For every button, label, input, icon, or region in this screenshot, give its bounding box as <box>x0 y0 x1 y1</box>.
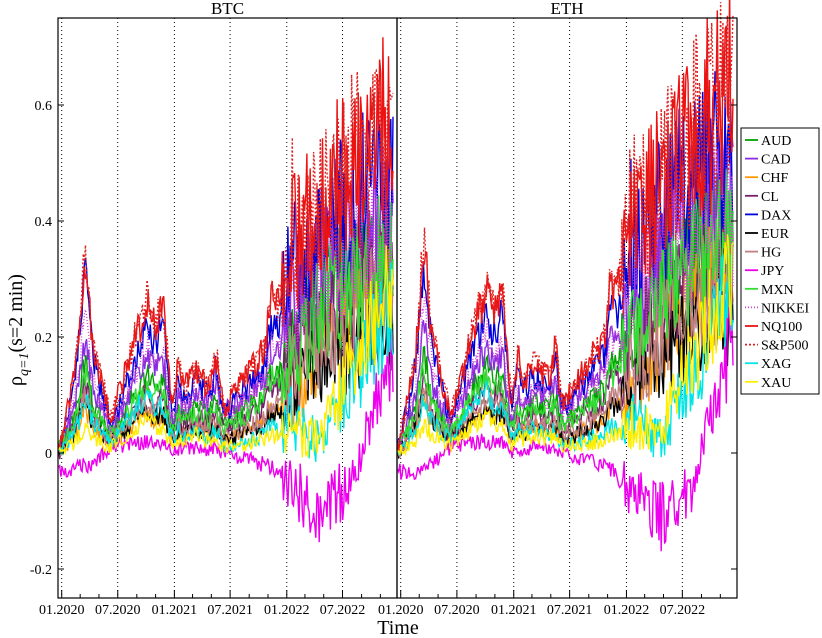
y-tick-label: 0.6 <box>35 99 53 114</box>
series-line-xau <box>397 234 734 457</box>
legend-entry: JPY <box>761 264 784 279</box>
series-line-jpy <box>396 306 734 552</box>
x-tick-label: 07.2021 <box>547 603 593 618</box>
x-tick-label: 01.2021 <box>152 603 198 618</box>
x-tick-label: 07.2021 <box>207 603 253 618</box>
legend-entry: S&P500 <box>761 339 808 354</box>
y-tick-label: -0.2 <box>30 563 52 578</box>
x-tick-label: 07.2022 <box>660 603 706 618</box>
legend-box <box>740 127 820 395</box>
y-axis-ticks: -0.2 0 0.2 0.4 0.6 <box>30 99 737 578</box>
series-line-nq100 <box>57 37 394 450</box>
series-line-nikkei <box>57 171 394 453</box>
x-tick-label: 01.2022 <box>264 603 310 618</box>
x-axis-label: Time <box>377 617 419 638</box>
series-line-mxn <box>57 195 394 453</box>
panel-frame <box>396 17 738 599</box>
panel-title: BTC <box>211 0 244 18</box>
y-tick-label: 0.4 <box>35 215 53 230</box>
legend-entry: CL <box>761 190 779 205</box>
panel-title: ETH <box>550 0 583 18</box>
legend-entry: XAU <box>761 376 791 391</box>
legend-entry: MXN <box>761 283 794 298</box>
series-line-sp500 <box>57 68 394 450</box>
x-tick-label: 01.2021 <box>491 603 537 618</box>
x-tick-label: 07.2020 <box>434 603 480 618</box>
panel-btc: BTC 01.2020 07.2020 01.2021 07.2021 01.2022 07… <box>39 0 398 618</box>
chart-panels: BTC 01.2020 07.2020 01.2021 07.2021 01.2022 07… <box>39 0 738 618</box>
legend-entry: NQ100 <box>761 320 802 335</box>
legend-entry: CAD <box>761 153 791 168</box>
x-tick-label: 07.2020 <box>95 603 141 618</box>
legend-entry: NIKKEI <box>761 301 810 316</box>
y-axis-label: ρq=1(s=2 min) <box>5 274 32 386</box>
series-line-sp500 <box>396 2 734 450</box>
legend: AUD CAD CHF CL DAX EUR HG JPY MXN NIKKEI NQ100 S&P5… <box>740 127 820 395</box>
legend-entry: CHF <box>761 171 788 186</box>
y-tick-label: 0.2 <box>35 331 53 346</box>
legend-entry: AUD <box>761 134 791 149</box>
legend-entry: DAX <box>761 208 791 223</box>
panel-eth: ETH 01.2020 07.2020 01.2021 07.2021 01.2022 07… <box>378 0 738 618</box>
series-line-xau <box>57 245 394 458</box>
x-tick-label: 01.2022 <box>604 603 650 618</box>
y-tick-label: 0 <box>45 447 52 462</box>
series-line-nq100 <box>396 0 734 453</box>
x-tick-label: 07.2022 <box>320 603 366 618</box>
x-tick-label: 01.2020 <box>39 603 85 618</box>
legend-entry: EUR <box>761 227 790 242</box>
series-line-mxn <box>397 169 734 445</box>
legend-entry: XAG <box>761 357 791 372</box>
legend-entry: HG <box>761 246 781 261</box>
x-tick-label: 01.2020 <box>378 603 424 618</box>
